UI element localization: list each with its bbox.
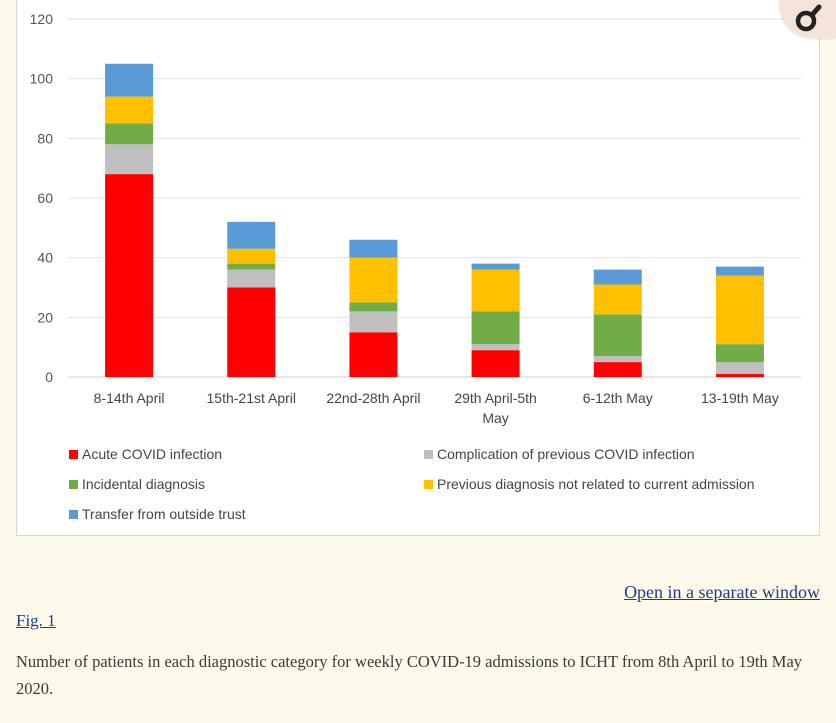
bar-segment bbox=[227, 269, 276, 288]
y-tick-label: 120 bbox=[30, 11, 54, 27]
legend-item: Complication of previous COVID infection bbox=[424, 445, 695, 463]
legend-label: Complication of previous COVID infection bbox=[437, 446, 695, 462]
bar-segment bbox=[715, 275, 764, 345]
bar-segment bbox=[715, 374, 764, 377]
legend-item: Acute COVID infection bbox=[69, 445, 222, 463]
legend-item: Incidental diagnosis bbox=[69, 475, 205, 493]
y-tick-label: 20 bbox=[37, 309, 53, 325]
legend-swatch bbox=[69, 509, 78, 519]
legend-label: Incidental diagnosis bbox=[82, 476, 205, 492]
bar-segment bbox=[715, 344, 764, 363]
x-tick-label: 22nd-28th April bbox=[326, 390, 420, 406]
bar-segment bbox=[593, 356, 642, 363]
bar-segment bbox=[715, 266, 764, 276]
legend-item: Previous diagnosis not related to curren… bbox=[424, 475, 755, 493]
x-tick-label: 8-14th April bbox=[94, 390, 165, 406]
legend-label: Acute COVID infection bbox=[82, 446, 223, 462]
legend-swatch bbox=[69, 479, 78, 489]
bar-segment bbox=[349, 239, 398, 258]
legend-label: Previous diagnosis not related to curren… bbox=[437, 476, 755, 492]
bar-segment bbox=[105, 174, 154, 377]
bar-segment bbox=[471, 269, 520, 312]
x-tick-label: 15th-21st April bbox=[207, 390, 297, 406]
bar-segment bbox=[593, 362, 642, 377]
legend-swatch bbox=[424, 449, 433, 459]
legend-item: Transfer from outside trust bbox=[69, 505, 246, 523]
bar-segment bbox=[227, 263, 276, 270]
bar-segment bbox=[349, 302, 398, 312]
x-tick-label: 6-12th May bbox=[583, 390, 653, 406]
bar-segment bbox=[227, 248, 276, 264]
bar-segment bbox=[349, 257, 398, 303]
bar-segment bbox=[593, 314, 642, 357]
bar-segment bbox=[227, 221, 276, 249]
bar-segment bbox=[105, 144, 154, 175]
y-axis-ticks: 0 20 40 60 80 100 120 bbox=[30, 11, 54, 385]
x-tick-label: 13-19th May bbox=[701, 390, 779, 406]
y-tick-label: 80 bbox=[37, 130, 53, 146]
bar-segment bbox=[471, 344, 520, 351]
open-in-separate-window-link[interactable]: Open in a separate window bbox=[624, 582, 820, 602]
bar-segment bbox=[105, 96, 154, 124]
bar-segment bbox=[349, 332, 398, 377]
bar-segment bbox=[105, 63, 154, 97]
x-axis-labels: 8-14th April 15th-21st April 22nd-28th Apr… bbox=[94, 390, 779, 426]
figure-chart: 0 20 40 60 80 100 120 8-14th April 15th-21st Ap… bbox=[16, 0, 820, 536]
y-tick-label: 100 bbox=[30, 71, 54, 87]
stacked-bar-chart: 0 20 40 60 80 100 120 8-14th April 15th-21st Ap… bbox=[30, 11, 801, 426]
legend-swatch bbox=[424, 479, 433, 489]
bar-segment bbox=[715, 362, 764, 375]
legend-label: Transfer from outside trust bbox=[82, 506, 246, 522]
bar-segment bbox=[471, 263, 520, 270]
bar-segment bbox=[593, 284, 642, 315]
y-tick-label: 60 bbox=[37, 190, 53, 206]
figure-caption: Number of patients in each diagnostic ca… bbox=[16, 652, 803, 698]
y-tick-label: 40 bbox=[37, 250, 53, 266]
zoom-button[interactable] bbox=[780, 0, 836, 38]
figure-label-link[interactable]: Fig. 1 bbox=[16, 611, 56, 630]
legend-swatch bbox=[69, 449, 78, 459]
bar-segment bbox=[227, 287, 276, 377]
bar-segment bbox=[349, 311, 398, 333]
bar-segment bbox=[471, 311, 520, 345]
bar-segment bbox=[105, 123, 154, 145]
y-tick-label: 0 bbox=[45, 369, 53, 385]
bar-segment bbox=[593, 269, 642, 285]
magnifier-icon bbox=[795, 4, 822, 32]
x-tick-label: 29th April-5th May bbox=[454, 390, 537, 426]
bars bbox=[105, 63, 764, 377]
bar-segment bbox=[471, 350, 520, 377]
gridlines bbox=[68, 18, 801, 378]
